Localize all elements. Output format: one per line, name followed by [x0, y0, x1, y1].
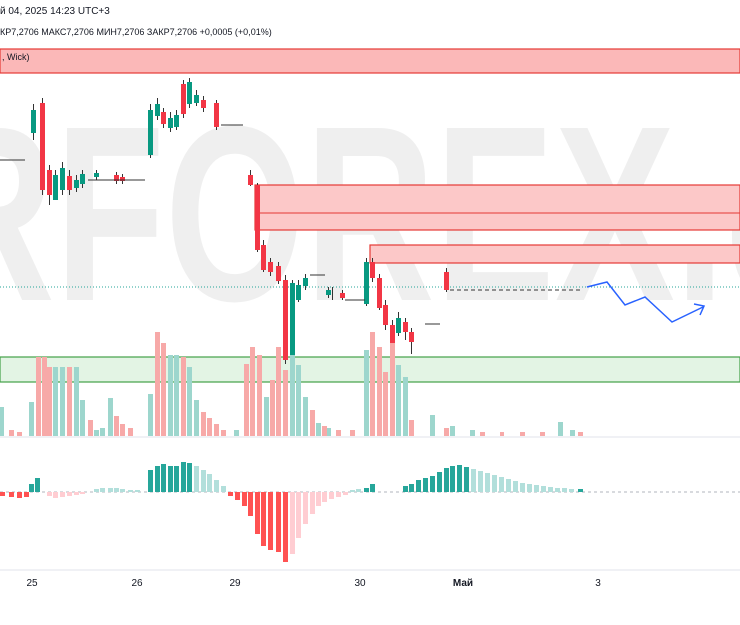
resistance-zone: [254, 184, 740, 231]
histogram-up-weak: [94, 466, 574, 492]
doji-dashes: [0, 124, 440, 325]
arrow-head: [693, 303, 706, 316]
histogram-down-weak: [47, 492, 348, 554]
header-ohlc: КР7,2706 МАКС7,2706 МИН7,2706 ЗАКР7,2706…: [0, 27, 272, 37]
zone-label: , Wick): [2, 52, 30, 62]
x-tick-label: 26: [131, 578, 143, 589]
histogram-down-strong: [0, 492, 288, 562]
header-datetime: й 04, 2025 14:23 UTC+3: [0, 6, 110, 17]
x-tick-label: 3: [595, 578, 601, 589]
resistance-zone: [0, 48, 740, 74]
x-tick-label: 30: [354, 578, 366, 589]
x-tick-label: 29: [229, 578, 241, 589]
volume-up: [0, 350, 575, 436]
x-tick-label: Май: [453, 578, 473, 589]
histogram-last: [578, 489, 583, 492]
resistance-zone: [369, 244, 740, 264]
x-tick-label: 25: [26, 578, 38, 589]
histogram-up-strong: [29, 462, 469, 492]
forecast-arrow: [586, 281, 704, 323]
